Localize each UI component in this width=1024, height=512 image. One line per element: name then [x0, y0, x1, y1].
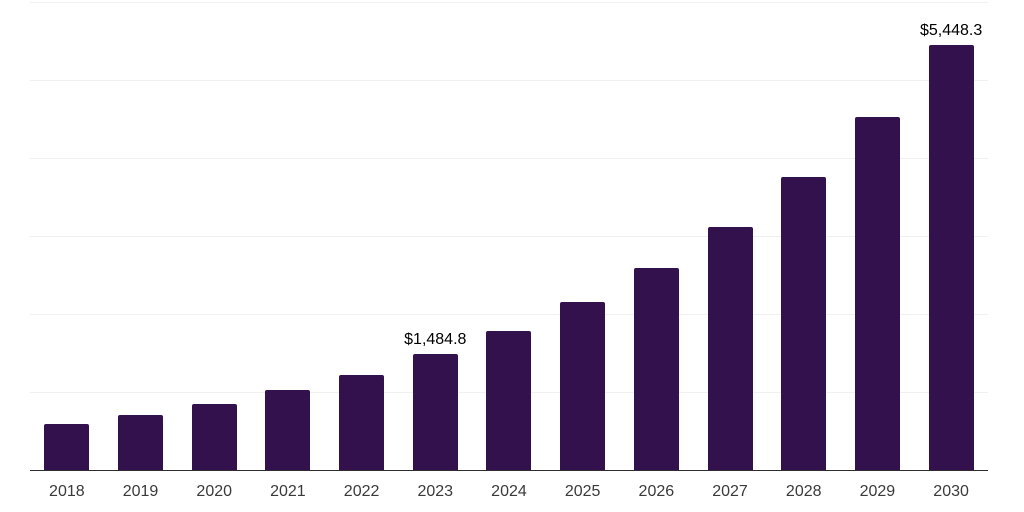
gridline-2000: [30, 314, 988, 315]
bar-2022: [339, 375, 385, 470]
bar-slot-2020: [177, 2, 251, 470]
bar-2019: [118, 414, 164, 470]
x-tick-2030: 2030: [933, 483, 969, 500]
bar-2021: [265, 390, 311, 470]
value-label-2023: $1,484.8: [404, 331, 467, 349]
x-axis-labels: 2018 2019 2020 2021 2022 2023 2024 2025 2026 2027…: [30, 483, 988, 501]
x-tick-2025: 2025: [564, 483, 601, 500]
x-tick-2022: 2022: [343, 483, 380, 500]
plot-area: $1,484.8 $5,448.3: [30, 2, 988, 471]
bar-slot-2027: [693, 2, 767, 470]
bar-slot-2024: [472, 2, 546, 470]
bar-2027: [707, 226, 753, 470]
bar-slot-2028: [767, 2, 841, 470]
bar-slot-2021: [251, 2, 325, 470]
gridline-6000: [30, 2, 988, 3]
bars-container: $1,484.8 $5,448.3: [30, 2, 988, 470]
bar-slot-2029: [841, 2, 915, 470]
bar-2030: $5,448.3: [920, 22, 982, 470]
x-tick-2028: 2028: [785, 483, 822, 500]
gridline-4000: [30, 158, 988, 159]
bar-slot-2025: [546, 2, 620, 470]
gridline-3000: [30, 236, 988, 237]
bar-slot-2026: [620, 2, 694, 470]
bar-2026: [633, 267, 679, 470]
bar-2024: [486, 330, 532, 470]
x-tick-2020: 2020: [196, 483, 233, 500]
x-tick-2029: 2029: [859, 483, 896, 500]
bar-slot-2030: $5,448.3: [914, 2, 988, 470]
x-tick-2023: 2023: [417, 483, 454, 500]
gridline-5000: [30, 80, 988, 81]
bar-2029: [854, 117, 900, 470]
x-tick-2026: 2026: [638, 483, 675, 500]
x-tick-2018: 2018: [49, 483, 85, 500]
bar-2025: [560, 302, 606, 470]
bar-slot-2018: [30, 2, 104, 470]
bar-2028: [781, 176, 827, 470]
bar-slot-2022: [325, 2, 399, 470]
bar-slot-2019: [104, 2, 178, 470]
bar-slot-2023: $1,484.8: [398, 2, 472, 470]
bar-2023: $1,484.8: [404, 331, 466, 470]
x-tick-2019: 2019: [122, 483, 159, 500]
bar-2020: [191, 404, 237, 470]
x-tick-2021: 2021: [270, 483, 306, 500]
x-tick-2024: 2024: [491, 483, 527, 500]
value-label-2030: $5,448.3: [919, 22, 983, 40]
x-tick-2027: 2027: [712, 483, 748, 500]
bar-2018: [44, 423, 90, 470]
